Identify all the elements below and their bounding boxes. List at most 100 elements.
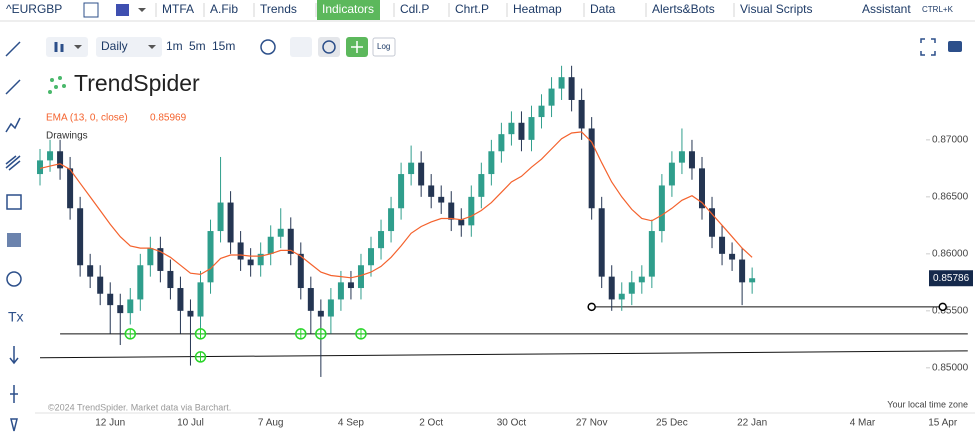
tool-vline[interactable] [10, 385, 18, 403]
interval-button[interactable] [96, 37, 162, 57]
candle-body [418, 162, 425, 186]
clock-button[interactable] [318, 37, 340, 57]
chart-type-button[interactable] [46, 37, 88, 57]
fullscreen-button[interactable] [920, 38, 936, 56]
candle-body [638, 276, 645, 283]
trend-line-handle[interactable] [587, 302, 596, 312]
interval[interactable]: Daily [101, 39, 128, 53]
color-picker[interactable] [116, 4, 129, 16]
trend-line-handle[interactable] [938, 302, 947, 312]
candle-body [287, 228, 294, 254]
candle-body [398, 174, 405, 209]
indicators-highlight [317, 0, 380, 20]
x-tick-label: 12 Jun [95, 418, 125, 429]
drawings-label: Drawings [46, 131, 88, 142]
timezone: Your local time zone [887, 399, 968, 409]
candle-body [668, 162, 675, 186]
tool-line[interactable] [5, 41, 21, 57]
x-tick-label: 4 Mar [850, 418, 876, 429]
candle-body [197, 282, 204, 317]
logo-dot [58, 76, 62, 80]
compare-button[interactable] [290, 37, 312, 57]
candle-body [37, 160, 44, 175]
shortcut: CTRL+K [922, 5, 954, 14]
candle-body [297, 253, 304, 289]
tool-ray[interactable] [5, 79, 21, 95]
toolbar-button[interactable]: Indicators [322, 2, 374, 16]
log-label[interactable]: Log [377, 42, 390, 51]
candle-body [227, 202, 234, 243]
y-tick-label: 0.87000 [932, 135, 969, 146]
tool-text[interactable]: Tx [8, 309, 24, 325]
log-button[interactable] [372, 37, 396, 57]
y-tick-label: 0.86000 [932, 248, 969, 259]
candle-body [147, 248, 154, 266]
candle-body [729, 253, 736, 260]
candle-body [378, 231, 385, 249]
dropdown-arrow [148, 45, 156, 49]
tool-rect[interactable] [6, 194, 22, 210]
toolbar-button[interactable]: Heatmap [513, 2, 562, 16]
toolbar-button[interactable]: Trends [260, 2, 297, 16]
ema-line [39, 131, 753, 279]
candle-body [87, 265, 94, 277]
candle-body [357, 265, 364, 289]
tool-trend[interactable] [5, 117, 21, 133]
crosshair-icon [351, 41, 363, 53]
trend-line [40, 350, 968, 359]
tool-arrow-down[interactable] [9, 346, 19, 365]
candle-body [57, 151, 64, 169]
y-tick-label: 0.85000 [932, 362, 969, 373]
tool-zone[interactable] [7, 233, 21, 247]
y-tick-label: 0.86500 [932, 191, 969, 202]
candle-body [177, 288, 184, 311]
candle-body [117, 305, 124, 314]
candle-body [688, 151, 695, 169]
toolbar-button[interactable]: A.Fib [210, 2, 238, 16]
range-button[interactable]: 1m [166, 39, 183, 53]
toolbar-button[interactable]: Alerts&Bots [652, 2, 715, 16]
toolbar-buttons [155, 3, 735, 17]
range-button[interactable]: 5m [189, 39, 206, 53]
toolbar-button[interactable]: MTFA [162, 2, 194, 16]
candle-body [388, 208, 395, 232]
candle-body [608, 276, 615, 300]
x-tick-label: 15 Apr [928, 418, 958, 429]
candle-body [648, 231, 655, 277]
toolbar-button[interactable]: Cdl.P [400, 2, 429, 16]
symbol[interactable]: ^EURGBP [6, 2, 62, 16]
candle-body [568, 77, 575, 100]
range-button[interactable]: 15m [212, 39, 235, 53]
candle-body [518, 122, 525, 140]
x-tick-label: 27 Nov [576, 418, 608, 429]
assistant-button[interactable]: Assistant [862, 2, 911, 16]
candle-body [488, 151, 495, 175]
candle-body [709, 208, 716, 237]
candle-body [598, 208, 605, 277]
touch-marker-cross [355, 328, 366, 339]
dropdown-arrow [138, 8, 146, 12]
settings-button[interactable] [260, 39, 276, 55]
candle-body [438, 196, 445, 203]
tool-cursor[interactable] [10, 418, 18, 432]
snapshot-button[interactable] [948, 41, 962, 52]
candle-body [77, 208, 84, 266]
tool-circle[interactable] [6, 271, 22, 287]
toolbar-button[interactable]: Visual Scripts [740, 2, 812, 16]
logo-dot [48, 90, 52, 94]
candle-body [47, 151, 54, 161]
last-price-tag [929, 270, 973, 287]
logo-text: TrendSpider [74, 70, 200, 96]
toolbar-button[interactable]: Data [590, 2, 616, 16]
touch-marker-cross [195, 328, 206, 339]
toolbar-button[interactable]: Chrt.P [455, 2, 489, 16]
candle-body [719, 236, 726, 254]
watchlist-icon[interactable] [83, 2, 99, 18]
tool-channel[interactable] [5, 155, 21, 171]
candle-body [578, 99, 585, 129]
touch-marker-cross [195, 351, 206, 362]
candle-body [698, 168, 705, 209]
clock-icon [322, 40, 336, 54]
x-tick-label: 7 Aug [258, 418, 284, 429]
